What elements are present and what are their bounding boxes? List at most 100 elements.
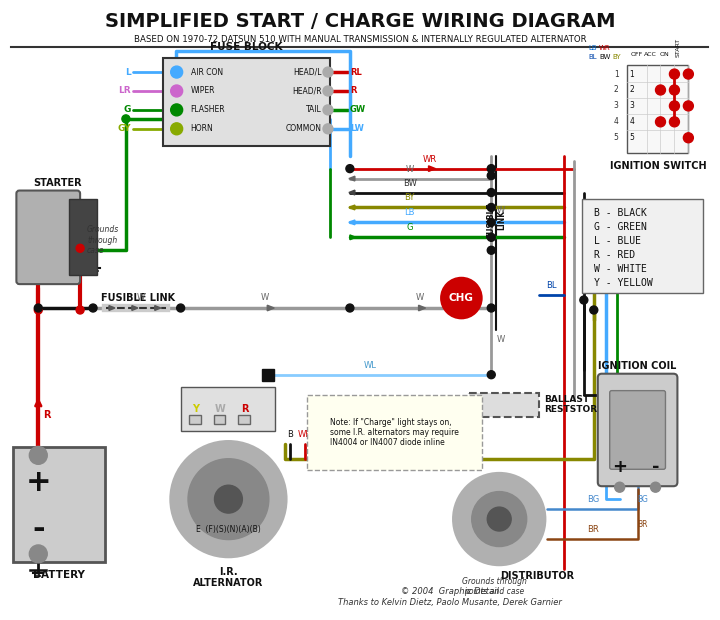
- Text: W: W: [405, 165, 414, 174]
- Text: 4: 4: [629, 117, 634, 126]
- Text: +: +: [612, 458, 627, 476]
- Polygon shape: [109, 306, 115, 311]
- Text: BR: BR: [638, 520, 648, 528]
- Text: © 2004  Graphic Detail
Thanks to Kelvin Dietz, Paolo Musante, Derek Garnier: © 2004 Graphic Detail Thanks to Kelvin D…: [338, 587, 562, 606]
- Polygon shape: [349, 190, 355, 195]
- Text: G: G: [124, 105, 131, 115]
- Text: GW: GW: [350, 105, 366, 115]
- Text: IGNITION SWITCH: IGNITION SWITCH: [610, 161, 707, 171]
- Circle shape: [441, 278, 481, 318]
- Text: W: W: [261, 293, 269, 302]
- Text: FUSIBLE LINK: FUSIBLE LINK: [101, 293, 175, 303]
- Circle shape: [487, 172, 495, 180]
- Text: FUSIBLE
LINK: FUSIBLE LINK: [487, 203, 506, 238]
- Bar: [181, 387, 275, 432]
- FancyBboxPatch shape: [610, 391, 665, 469]
- Circle shape: [188, 459, 269, 539]
- Text: 1: 1: [629, 69, 634, 79]
- Text: R: R: [43, 410, 51, 420]
- Text: LB: LB: [588, 45, 597, 51]
- Circle shape: [683, 133, 693, 143]
- Circle shape: [171, 66, 183, 78]
- Text: L - BLUE: L - BLUE: [594, 236, 641, 246]
- Text: R - RED: R - RED: [594, 250, 635, 260]
- Circle shape: [487, 188, 495, 197]
- Text: GY: GY: [117, 125, 131, 133]
- Text: 3: 3: [614, 102, 618, 110]
- Text: BL: BL: [546, 281, 557, 290]
- Text: BALLAST
RESTSTOR: BALLAST RESTSTOR: [544, 395, 597, 414]
- Circle shape: [590, 306, 598, 314]
- Circle shape: [580, 296, 588, 304]
- Circle shape: [487, 165, 495, 172]
- FancyBboxPatch shape: [17, 190, 80, 284]
- Text: HEAD/R: HEAD/R: [292, 86, 322, 95]
- Text: W: W: [137, 293, 145, 302]
- Text: R: R: [350, 86, 356, 95]
- Text: 5: 5: [629, 133, 634, 142]
- Text: Y: Y: [192, 404, 199, 414]
- Text: WR: WR: [423, 154, 436, 164]
- Text: BW: BW: [599, 54, 611, 60]
- Text: SIMPLIFIED START / CHARGE WIRING DIAGRAM: SIMPLIFIED START / CHARGE WIRING DIAGRAM: [104, 12, 615, 31]
- Circle shape: [655, 117, 665, 127]
- Text: R: R: [242, 404, 249, 414]
- Circle shape: [35, 304, 42, 312]
- Text: 1: 1: [614, 69, 618, 79]
- Circle shape: [670, 117, 680, 127]
- Bar: [469, 392, 539, 417]
- Circle shape: [122, 115, 130, 123]
- Circle shape: [215, 485, 243, 513]
- Polygon shape: [350, 235, 356, 240]
- Circle shape: [35, 306, 42, 314]
- Text: FUSE BLOCK: FUSE BLOCK: [210, 42, 283, 52]
- Polygon shape: [418, 305, 426, 311]
- Circle shape: [454, 473, 545, 565]
- Circle shape: [487, 246, 495, 254]
- Text: W - WHITE: W - WHITE: [594, 264, 647, 274]
- Bar: [582, 198, 703, 293]
- Circle shape: [171, 104, 183, 116]
- Text: CHG: CHG: [449, 293, 474, 303]
- Polygon shape: [155, 306, 161, 311]
- Text: RL: RL: [350, 68, 361, 77]
- Circle shape: [30, 446, 48, 464]
- Circle shape: [487, 371, 495, 379]
- Text: Y - YELLOW: Y - YELLOW: [594, 278, 652, 288]
- Text: WR: WR: [298, 430, 312, 440]
- Circle shape: [487, 304, 495, 312]
- Text: Y: Y: [318, 430, 323, 440]
- Circle shape: [670, 69, 680, 79]
- Text: 3: 3: [629, 102, 634, 110]
- Text: BR: BR: [587, 525, 598, 534]
- Text: WL: WL: [364, 361, 377, 370]
- Bar: [163, 58, 330, 146]
- Polygon shape: [132, 306, 138, 311]
- Text: B - BLACK: B - BLACK: [594, 208, 647, 218]
- Polygon shape: [349, 220, 355, 225]
- Circle shape: [171, 85, 183, 97]
- Text: -: -: [652, 458, 660, 476]
- Circle shape: [346, 304, 354, 312]
- Text: 4: 4: [614, 117, 618, 126]
- Text: BATTERY: BATTERY: [33, 570, 85, 580]
- Text: BW: BW: [402, 179, 417, 188]
- Circle shape: [472, 492, 527, 547]
- Text: L: L: [125, 68, 131, 77]
- Circle shape: [30, 545, 48, 563]
- Text: Grounds
through
case: Grounds through case: [87, 226, 120, 255]
- Text: 2: 2: [614, 86, 618, 94]
- Circle shape: [487, 203, 495, 211]
- Circle shape: [670, 85, 680, 95]
- Text: OFF: OFF: [631, 52, 643, 57]
- Bar: [14, 448, 105, 562]
- Circle shape: [346, 165, 354, 172]
- Bar: [189, 415, 201, 425]
- Text: DISTRIBUTOR: DISTRIBUTOR: [500, 571, 574, 581]
- Text: +: +: [25, 467, 51, 497]
- Text: LB: LB: [405, 208, 415, 218]
- Circle shape: [615, 482, 625, 492]
- Circle shape: [176, 304, 184, 312]
- Text: HORN: HORN: [191, 125, 213, 133]
- Text: FLASHER: FLASHER: [191, 105, 225, 115]
